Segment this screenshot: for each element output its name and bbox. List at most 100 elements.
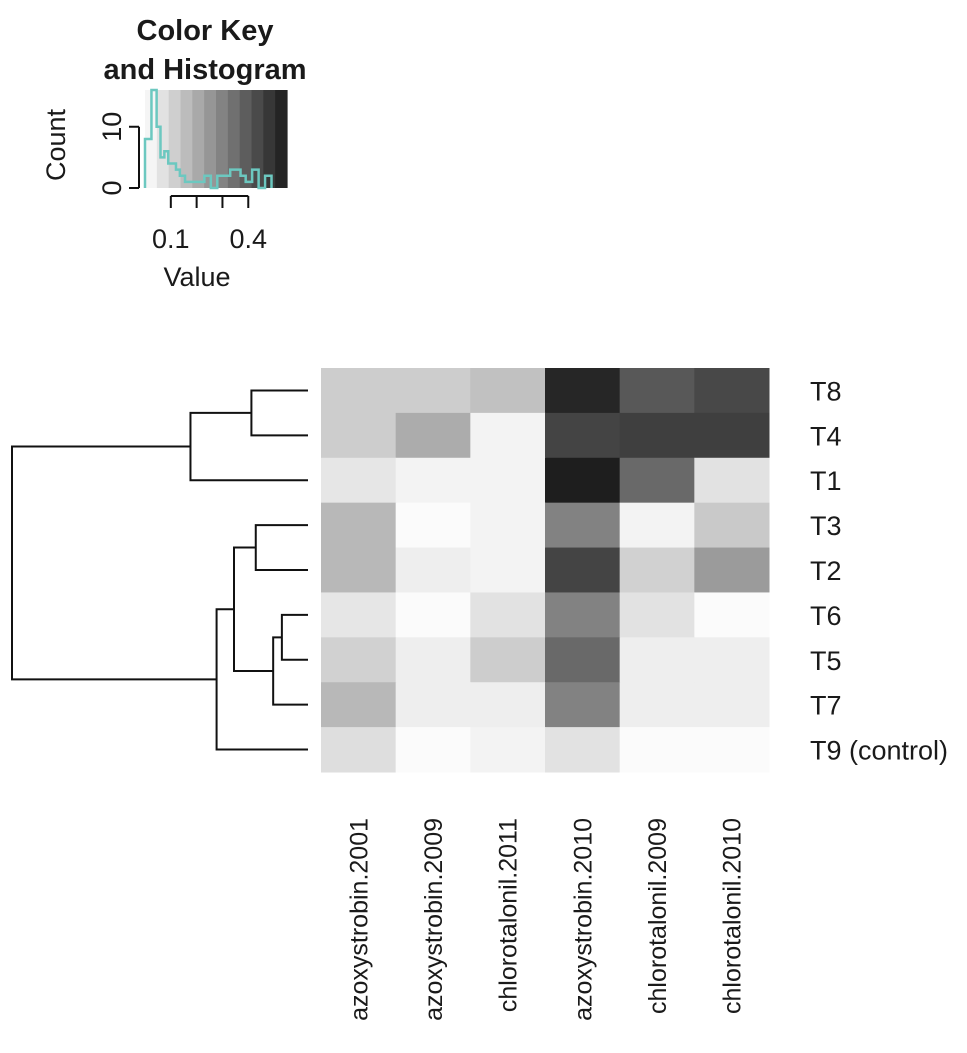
heatmap-cell <box>321 682 397 728</box>
heatmap-cell <box>470 457 546 504</box>
color-key-x-tick-label: 0.1 <box>152 224 190 254</box>
heatmap-cell <box>395 368 471 414</box>
color-key-y-tick-label: 0 <box>97 180 127 195</box>
heatmap-cell <box>619 547 695 593</box>
heatmap-cell <box>395 592 471 638</box>
heatmap-cell <box>470 368 546 414</box>
color-key-band <box>275 90 288 188</box>
heatmap-cell <box>694 637 770 683</box>
heatmap-cell <box>545 457 621 504</box>
heatmap-cell <box>694 682 770 728</box>
heatmap-cell <box>545 592 621 638</box>
heatmap-cell <box>619 502 695 549</box>
heatmap-cell <box>395 547 471 593</box>
color-key-band <box>192 90 205 188</box>
row-label: T3 <box>810 511 842 541</box>
dendrogram-branch <box>250 389 308 437</box>
heatmap-cell <box>470 682 546 728</box>
heatmap-cell <box>321 412 397 459</box>
heatmap-cell <box>470 637 546 683</box>
heatmap-cell <box>321 368 397 414</box>
color-key-band <box>156 90 170 188</box>
color-key-band <box>204 90 217 188</box>
dendrogram-branch <box>215 608 308 751</box>
heatmap-cell <box>470 547 546 593</box>
heatmap-cell <box>545 637 621 683</box>
column-label: chlorotalonil.2011 <box>495 818 523 1012</box>
color-key-y-label: Count <box>41 108 71 181</box>
row-label: T6 <box>810 601 842 631</box>
heatmap-cell <box>395 682 471 728</box>
heatmap-cell <box>470 592 546 638</box>
heatmap-cell <box>694 727 770 773</box>
color-key-band <box>239 90 253 188</box>
row-label: T8 <box>810 376 842 406</box>
color-key-band <box>216 90 229 188</box>
column-label: azoxystrobin.2001 <box>345 818 373 1021</box>
heatmap-cell <box>470 727 546 773</box>
column-label: chlorotalonil.2010 <box>719 818 747 1014</box>
heatmap-cell <box>694 457 770 504</box>
color-key-x-tick-label: 0.4 <box>229 224 267 254</box>
color-key-band <box>263 90 276 188</box>
heatmap-grid <box>321 368 770 773</box>
heatmap-cell <box>321 457 397 504</box>
row-label: T1 <box>810 466 842 496</box>
row-label: T7 <box>810 691 842 721</box>
color-key-histogram <box>143 88 273 190</box>
heatmap-cell <box>694 592 770 638</box>
heatmap-cell <box>545 502 621 549</box>
heatmap-cell <box>619 727 695 773</box>
heatmap-cell <box>470 412 546 459</box>
heatmap-cell <box>395 412 471 459</box>
histogram-line <box>143 88 273 190</box>
dendrogram-branch <box>254 524 308 571</box>
heatmap-cell <box>395 637 471 683</box>
row-dendrogram <box>11 389 308 751</box>
color-key-band <box>180 90 193 188</box>
dendrogram-branch <box>11 445 217 681</box>
heatmap-cell <box>395 727 471 773</box>
heatmap-cell <box>395 457 471 504</box>
heatmap-cell <box>619 457 695 504</box>
heatmap-cell <box>545 682 621 728</box>
color-key-y-tick-label: 10 <box>97 112 127 142</box>
heatmap-cell <box>395 502 471 549</box>
heatmap-cell <box>694 547 770 593</box>
heatmap-cell <box>619 368 695 414</box>
heatmap-cell <box>694 412 770 459</box>
heatmap-cell <box>545 547 621 593</box>
color-key-axes: 0 10 0.1 0.4 <box>97 112 267 254</box>
color-key-x-label: Value <box>163 262 230 292</box>
heatmap-cell <box>321 592 397 638</box>
heatmap-cell <box>545 412 621 459</box>
dendrogram-branch <box>189 411 308 482</box>
dendrogram-branch <box>272 636 308 706</box>
heatmap-cell <box>321 502 397 549</box>
row-label: T9 (control) <box>810 736 948 766</box>
color-key-band <box>227 90 241 188</box>
heatmap-cell <box>321 727 397 773</box>
heatmap-cell <box>470 502 546 549</box>
heatmap-cell <box>619 637 695 683</box>
color-key-title-line-2: and Histogram <box>103 54 306 86</box>
color-key-gradient <box>145 90 288 188</box>
color-key-band <box>251 90 264 188</box>
heatmap-cell <box>321 637 397 683</box>
row-label: T5 <box>810 646 842 676</box>
heatmap-cell <box>694 502 770 549</box>
heatmap-cell <box>545 727 621 773</box>
row-label: T2 <box>810 556 842 586</box>
column-label: chlorotalonil.2009 <box>644 818 672 1014</box>
heatmap-cell <box>619 412 695 459</box>
dendrogram-branch <box>233 546 274 672</box>
row-label: T4 <box>810 421 842 451</box>
column-labels: azoxystrobin.2001 azoxystrobin.2009 chloro… <box>345 818 746 1021</box>
heatmap-cell <box>321 547 397 593</box>
heatmap-cell <box>694 368 770 414</box>
row-labels: T8 T4 T1 T3 T2 T6 T5 T7 T9 (control) <box>810 376 948 765</box>
heatmap-cell <box>619 592 695 638</box>
heatmap-cell <box>619 682 695 728</box>
heatmap-cell <box>545 368 621 414</box>
